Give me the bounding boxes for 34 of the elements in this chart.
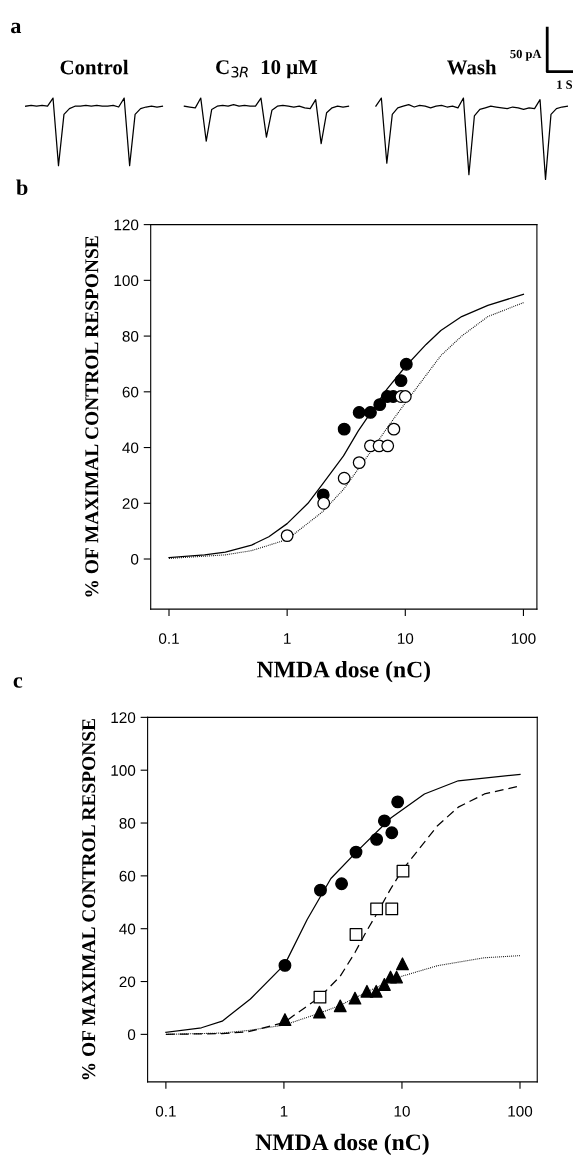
x-tick-label: 100 [511,633,536,644]
y-tick-label: 60 [122,386,139,398]
y-tick-label: 80 [119,817,136,829]
y-tick-label: 100 [111,765,136,776]
y-tick-label: 40 [122,442,139,454]
y-tick-label: 20 [122,498,139,509]
text: c [13,677,23,688]
y-tick-label: 120 [114,219,139,231]
x-tick-label: 100 [508,1105,533,1117]
y-axis-title: % OF MAXIMAL CONTROL RESPONSE [82,718,96,1080]
text: b [16,179,28,196]
y-axis-title: % OF MAXIMAL CONTROL RESPONSE [85,236,99,597]
text: 50 pA [510,49,542,61]
x-axis-title: NMDA dose (nC) [257,660,430,683]
x-tick-label: 0.1 [158,633,179,644]
text: a [11,22,22,34]
series-label: Wash [447,59,497,75]
series-label: Control [60,59,129,75]
x-tick-label: 0.1 [155,1105,176,1117]
x-tick-label: 10 [394,1105,410,1117]
series-label: C$_{3R}$ 10 μM [216,60,318,79]
x-tick-label: 10 [397,633,414,644]
y-tick-label: 100 [114,275,139,287]
y-tick-label: 0 [127,1029,136,1041]
y-tick-label: 80 [122,330,139,342]
y-tick-label: 20 [119,976,136,988]
text: 1 S [557,80,573,89]
y-tick-label: 40 [119,923,136,935]
x-tick-label: 1 [280,1106,288,1117]
x-tick-label: 1 [284,633,291,644]
y-tick-label: 0 [130,553,139,565]
y-tick-label: 120 [111,712,136,724]
y-tick-label: 60 [119,870,136,882]
x-axis-title: NMDA dose (nC) [255,1133,429,1156]
